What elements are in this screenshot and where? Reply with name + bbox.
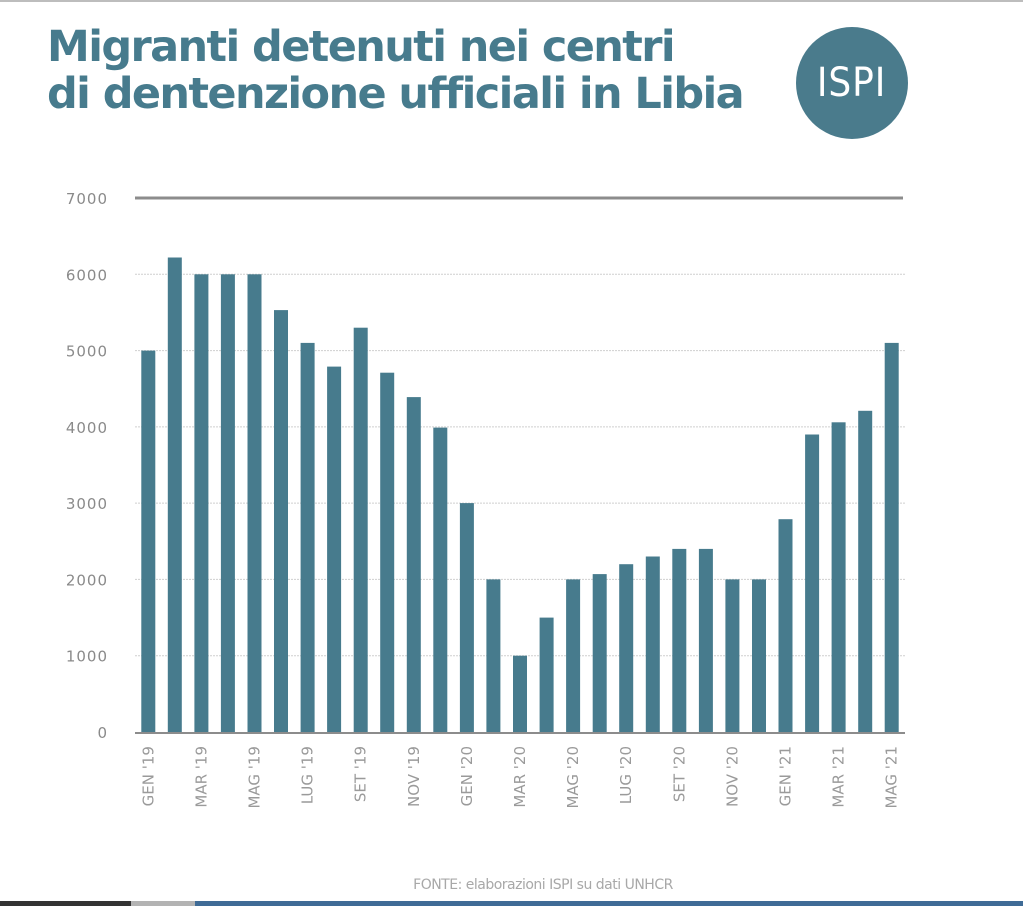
x-tick-label: NOV '19 [405,746,423,807]
bar [778,519,793,732]
bar [486,579,501,732]
bar [274,310,288,732]
chart-title-line-1: Migranti detenuti nei centri [47,22,676,72]
bar [566,579,581,732]
x-tick-label: NOV '20 [723,746,741,807]
bar [459,503,474,732]
chart-title-line-2: di dentenzione ufficiali in Libia [47,69,745,119]
x-tick-label: MAG '19 [245,746,263,809]
bar [513,655,527,732]
bar [353,327,368,732]
bar [805,434,820,732]
bars [141,257,899,732]
ispi-logo-text: ISPI [817,60,887,106]
bar [884,342,899,732]
bar [141,350,156,732]
y-tick-label: 6000 [66,266,108,284]
bar [698,548,713,732]
bar [831,422,846,732]
x-tick-label: MAR '19 [192,746,210,808]
x-tick-label: GEN '21 [777,746,795,806]
bar [247,274,262,732]
ispi-logo: ISPI [796,27,908,139]
y-tick-label: 1000 [66,648,108,666]
x-tick-label: LUG '20 [617,746,635,804]
x-tick-label: MAG '20 [564,746,582,809]
bottom-strip-dark [0,901,131,906]
bar [539,617,554,732]
x-axis-ticks: GEN '19 MAR '19 MAG '19 LUG '19 SET '19 NOV '… [139,746,900,809]
y-axis-ticks: 0 1000 2000 3000 4000 5000 6000 7000 [66,190,108,742]
source-note: FONTE: elaborazioni ISPI su dati UNHCR [413,877,673,893]
bar [406,397,421,732]
chart-title: Migranti detenuti nei centri di dentenzi… [47,24,807,118]
x-tick-label: MAG '21 [883,746,901,809]
x-tick-label: GEN '19 [139,746,157,806]
y-tick-label: 2000 [66,571,108,589]
bar [380,372,395,732]
bar [300,342,315,732]
bar [327,366,342,732]
bottom-strip-blue [195,901,1023,906]
bar [619,564,634,732]
bar [433,427,448,732]
bar [167,257,182,732]
y-tick-label: 0 [97,724,108,742]
bar [592,574,607,732]
bar [858,410,873,732]
x-tick-label: LUG '19 [299,746,317,804]
y-tick-label: 3000 [66,495,108,513]
bar [645,556,660,732]
x-tick-label: MAR '20 [511,746,529,808]
bar [220,274,235,732]
y-tick-label: 5000 [66,343,108,361]
x-tick-label: GEN '20 [458,746,476,806]
y-tick-label: 7000 [66,190,108,208]
y-tick-label: 4000 [66,419,108,437]
x-tick-label: MAR '21 [830,746,848,808]
x-tick-label: SET '20 [670,746,688,802]
bar [194,274,209,732]
bar [672,548,687,732]
bar [752,579,766,732]
x-tick-label: SET '19 [352,746,370,802]
bottom-strip-grey [131,901,195,906]
top-border [0,0,1023,2]
bar [725,579,740,732]
